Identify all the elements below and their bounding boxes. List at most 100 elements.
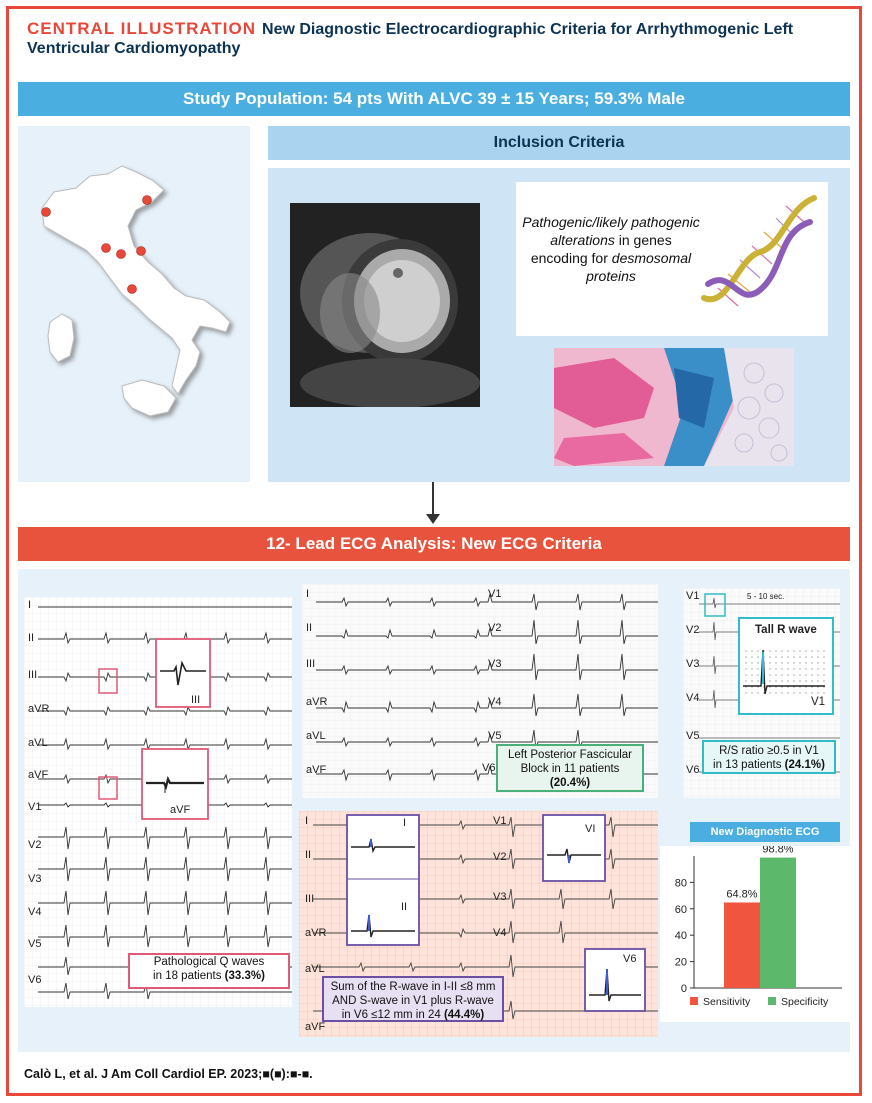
lead-label: V4 [488, 696, 502, 708]
lead-label: aVL [306, 730, 326, 742]
lead-label: aVF [28, 769, 49, 781]
callout-line: R/S ratio ≥0.5 in V1 [719, 745, 819, 757]
callout-sum-criteria: Sum of the R-wave in I-II ≤8 mm AND S-wa… [322, 976, 504, 1022]
y-tick-label: 40 [675, 930, 687, 942]
inset-label-iii: III [191, 694, 201, 706]
legend-swatch [690, 997, 698, 1005]
callout-percent: (24.1%) [784, 759, 825, 771]
inset-title: Tall R wave [755, 624, 817, 636]
lead-label: aVF [305, 1021, 326, 1033]
lead-label: V5 [686, 730, 700, 742]
lead-label: V2 [493, 851, 507, 863]
inset-label-avf: aVF [170, 804, 191, 816]
callout-text: in 13 patients [713, 759, 785, 771]
lead-label: I [306, 588, 310, 600]
central-illustration-label: CENTRAL ILLUSTRATION [27, 19, 257, 38]
lead-label: V1 [686, 590, 700, 602]
lead-label: aVL [28, 737, 48, 749]
gene-box [516, 182, 828, 336]
lead-label: III [306, 658, 316, 670]
callout-q-waves: Pathological Q waves in 18 patients (33.… [128, 953, 290, 989]
inset-label-v1: VI [585, 823, 596, 835]
lead-label: aVF [306, 764, 327, 776]
lead-label: V6 [482, 762, 496, 774]
data-label: 64.8% [726, 888, 757, 900]
lead-label: V2 [488, 622, 502, 634]
lead-label: V6 [686, 764, 700, 776]
duration-label: 5 - 10 sec. [747, 592, 785, 601]
lead-label: V5 [488, 730, 502, 742]
inset-label-i: I [403, 817, 407, 829]
lead-label: II [305, 849, 312, 861]
callout-line: Left Posterior Fascicular [508, 749, 632, 761]
legend-label: Specificity [781, 996, 829, 1008]
y-tick-label: 20 [675, 957, 687, 969]
lead-label: III [28, 669, 38, 681]
callout-line: Block in 11 patients [520, 763, 620, 775]
bar-chart: 0 20 40 60 80 64.8% 98.8% Sensitivity Specificit… [660, 846, 850, 1022]
histology-image [554, 348, 794, 466]
ecg-analysis-band: 12- Lead ECG Analysis: New ECG Criteria [18, 527, 850, 561]
callout-percent: (20.4%) [549, 777, 591, 789]
lead-label: V5 [28, 938, 42, 950]
dna-helix-icon [701, 195, 817, 307]
legend-label: Sensitivity [703, 996, 751, 1008]
lead-label: V2 [686, 624, 700, 636]
bar-sensitivity [724, 902, 760, 988]
inset-label-v6: V6 [623, 953, 637, 965]
map-center-dot [41, 207, 51, 217]
callout-line: AND S-wave in V1 plus R-wave [332, 995, 494, 1007]
callout-line: in V6 ≤12 mm in 24 (44.4%) [324, 1008, 502, 1022]
y-tick-label: 60 [675, 904, 687, 916]
lead-label: III [305, 893, 315, 905]
callout-percent: (44.4%) [443, 1009, 485, 1021]
lead-label: II [306, 622, 313, 634]
callout-line: Sum of the R-wave in I-II ≤8 mm [330, 981, 496, 993]
map-center-dot [142, 195, 152, 205]
study-population-band: Study Population: 54 pts With ALVC 39 ± … [18, 82, 850, 116]
callout-percent: (33.3%) [224, 970, 265, 982]
data-label: 98.8% [762, 846, 793, 856]
lead-label: aVR [305, 927, 327, 939]
callout-line: Pathological Q waves [153, 956, 265, 968]
callout-text: in V6 ≤12 mm in 24 [341, 1009, 444, 1021]
header: CENTRAL ILLUSTRATION New Diagnostic Elect… [9, 9, 859, 67]
lead-label: V1 [493, 815, 507, 827]
lead-label: V3 [28, 873, 42, 885]
y-tick-label: 80 [675, 877, 687, 889]
callout-line: in 18 patients (33.3%) [130, 969, 288, 983]
lead-label: V3 [493, 891, 507, 903]
map-center-dot [127, 284, 137, 294]
down-arrow-head [426, 514, 440, 524]
lead-label: aVR [306, 696, 328, 708]
lead-label: V3 [686, 658, 700, 670]
legend-swatch [768, 997, 776, 1005]
lead-label: V1 [28, 801, 42, 813]
map-center-dot [136, 246, 146, 256]
lead-label: V1 [488, 588, 502, 600]
lead-label: V4 [686, 692, 700, 704]
title-text: New Diagnostic Electrocardiographic Crit… [27, 21, 794, 57]
inset-label-ii: II [401, 901, 408, 913]
lead-label: V2 [28, 839, 42, 851]
gene-text-part2: in genes encoding for [530, 232, 672, 266]
down-arrow-icon [432, 482, 434, 520]
lead-label: I [305, 815, 309, 827]
lead-label: aVL [305, 963, 325, 975]
gene-text-part3: desmosomal proteins [586, 250, 692, 284]
map-center-dot [101, 243, 111, 253]
citation: Calò L, et al. J Am Coll Cardiol EP. 202… [24, 1067, 313, 1081]
lead-label: aVR [28, 703, 50, 715]
callout-line: in 13 patients (24.1%) [704, 758, 834, 772]
page-title: CENTRAL ILLUSTRATION New Diagnostic Elect… [27, 19, 817, 58]
ecg-panel-left: I II III aVR aVL aVF V1 V2 V3 V4 V5 V6 I… [24, 597, 292, 1007]
map-center-dot [116, 249, 126, 259]
y-tick-label: 0 [681, 983, 687, 995]
lead-label: V4 [493, 927, 507, 939]
lead-label: V6 [28, 974, 42, 986]
bar-specificity [760, 857, 796, 988]
italy-map [41, 165, 231, 417]
chart-title: New Diagnostic ECG Criteria [690, 822, 840, 858]
lead-label: V3 [488, 658, 502, 670]
callout-rs-ratio: R/S ratio ≥0.5 in V1 in 13 patients (24.… [702, 740, 836, 774]
